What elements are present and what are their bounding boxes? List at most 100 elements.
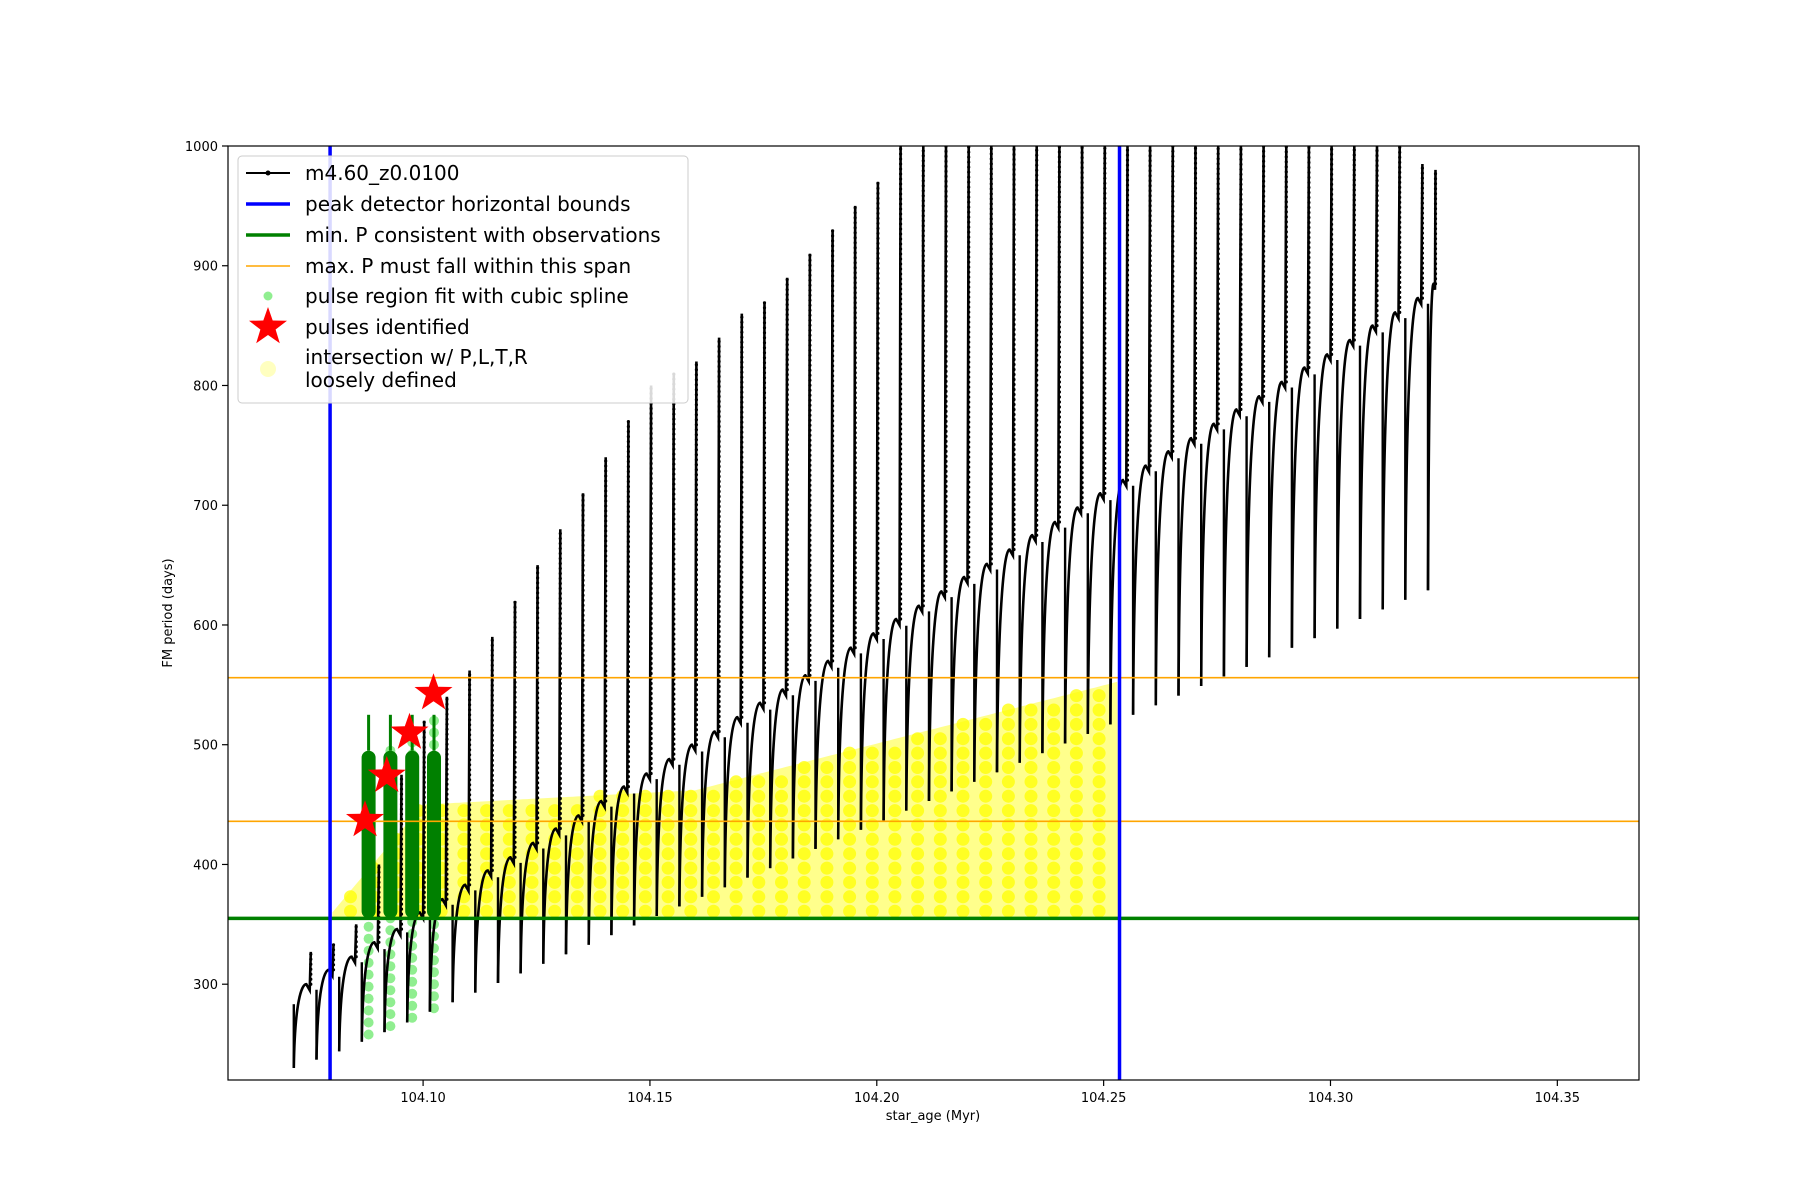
pulse-marker (1125, 173, 1130, 177)
pulse-marker (513, 745, 517, 749)
pulse-marker (1035, 353, 1039, 357)
pulse-marker (989, 212, 993, 216)
pulse-marker (1080, 176, 1084, 180)
pulse-marker (581, 718, 585, 723)
spline-fit-bar (383, 750, 398, 919)
pulse-marker (1035, 393, 1039, 397)
pulse-marker (762, 411, 767, 415)
pulse-marker (1148, 269, 1152, 273)
pulse-marker (1080, 471, 1084, 475)
pulse-marker (876, 376, 880, 380)
pulse-marker (1012, 247, 1016, 252)
pulse-marker (1398, 170, 1402, 174)
pulse-marker (1420, 256, 1424, 260)
intersection-marker (956, 904, 970, 918)
pulse-marker (1171, 219, 1175, 223)
pulse-marker (513, 855, 517, 859)
pulse-marker (1420, 296, 1424, 300)
pulse-marker (1035, 508, 1039, 512)
pulse-marker (853, 226, 857, 230)
intersection-marker (933, 847, 947, 861)
spline-marker (407, 976, 418, 987)
pulse-marker (762, 556, 767, 560)
pulse-marker (672, 737, 676, 741)
pulse-marker (944, 334, 948, 338)
pulse-marker (1148, 194, 1152, 198)
pulse-marker (422, 765, 426, 770)
pulse-marker (989, 257, 993, 261)
pulse-marker (921, 269, 925, 273)
pulse-marker (1125, 478, 1130, 482)
pulse-marker (422, 720, 426, 725)
pulse-marker (785, 613, 789, 617)
pulse-marker (1375, 259, 1379, 263)
pulse-marker (1035, 258, 1039, 262)
pulse-marker (649, 516, 653, 521)
pulse-marker (785, 573, 789, 577)
pulse-marker (1433, 197, 1438, 201)
intersection-marker (865, 804, 879, 818)
pulse-marker (626, 725, 631, 729)
pulse-marker (876, 221, 880, 225)
pulse-marker (944, 584, 948, 589)
pulse-marker (1398, 215, 1402, 219)
pulse-marker (604, 484, 608, 488)
pulse-marker (1035, 383, 1039, 387)
pulse-marker (377, 905, 381, 909)
pulse-marker (513, 830, 517, 834)
pulse-marker (422, 895, 426, 900)
x-tick-label: 104.35 (1535, 1091, 1581, 1106)
pulse-marker (1375, 319, 1379, 323)
intersection-marker (616, 832, 630, 846)
pulse-marker (1420, 261, 1424, 265)
pulse-marker (672, 527, 676, 531)
pulse-marker (1125, 338, 1130, 342)
pulse-marker (1239, 232, 1243, 236)
pulse-marker (672, 547, 676, 551)
pulse-marker (1057, 400, 1061, 404)
pulse-marker (1284, 330, 1288, 334)
pulse-marker (422, 830, 426, 835)
pulse-marker (899, 427, 903, 431)
pulse-marker (831, 474, 835, 478)
pulse-marker (468, 693, 472, 697)
pulse-marker (422, 840, 426, 845)
pulse-marker (1035, 278, 1039, 282)
pulse-marker (1284, 200, 1288, 204)
intersection-marker (1047, 861, 1061, 875)
pulse-marker (876, 446, 880, 450)
pulse-marker (626, 505, 631, 509)
pulse-marker (740, 335, 744, 339)
pulse-marker (808, 268, 812, 272)
pulse-marker (1239, 192, 1243, 196)
pulse-marker (808, 368, 812, 372)
pulse-marker (1307, 220, 1311, 225)
pulse-marker (967, 495, 971, 499)
pulse-marker (1307, 146, 1311, 150)
pulse-marker (967, 440, 971, 444)
pulse-marker (536, 841, 540, 845)
pulse-marker (649, 751, 653, 756)
pulse-marker (1398, 280, 1402, 284)
pulse-marker (558, 786, 562, 791)
pulse-marker (899, 252, 903, 256)
pulse-marker (808, 528, 812, 532)
pulse-marker (1080, 441, 1084, 445)
pulse-marker (536, 826, 540, 830)
pulse-marker (1057, 310, 1061, 314)
pulse-marker (853, 246, 857, 250)
pulse-marker (422, 735, 426, 740)
pulse-marker (1057, 365, 1061, 369)
pulse-marker (1057, 415, 1061, 419)
pulse-marker (740, 710, 744, 714)
pulse-marker (354, 950, 358, 954)
pulse-marker (649, 556, 653, 561)
pulse-marker (762, 331, 767, 335)
pulse-marker (1103, 361, 1107, 365)
pulse-marker (377, 920, 381, 924)
pulse-marker (717, 399, 721, 404)
pulse-marker (967, 180, 971, 184)
pulse-marker (468, 843, 472, 847)
pulse-marker (921, 599, 925, 603)
pulse-marker (853, 621, 857, 625)
